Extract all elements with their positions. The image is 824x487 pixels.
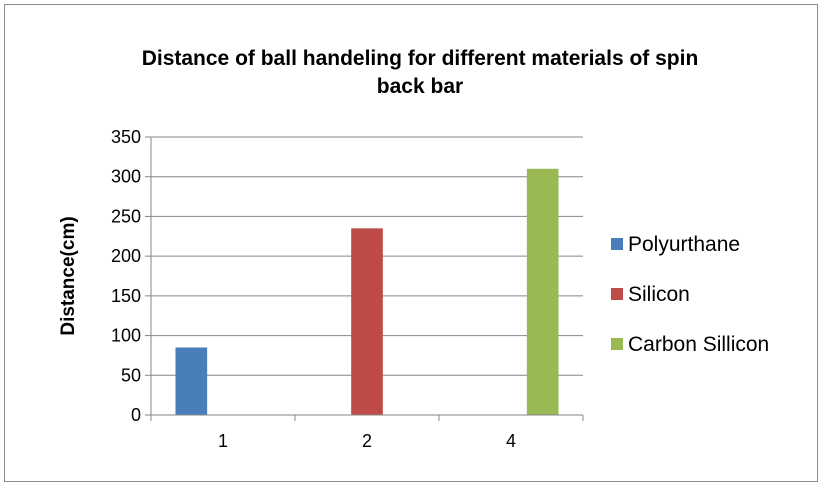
- y-tick-label: 50: [121, 365, 141, 385]
- y-tick-label: 350: [111, 127, 141, 147]
- bar-polyurthane: [175, 347, 208, 415]
- chart-container: [4, 4, 818, 482]
- x-tick-label: 1: [218, 431, 228, 451]
- y-tick-label: 250: [111, 206, 141, 226]
- bar-carbon-sillicon: [526, 168, 559, 415]
- y-tick-label: 300: [111, 167, 141, 187]
- legend-swatch: [611, 338, 623, 350]
- chart-title-line-1: Distance of ball handeling for different…: [142, 47, 699, 70]
- chart-title-line-2: back bar: [377, 75, 463, 98]
- legend-label: Polyurthane: [628, 233, 740, 256]
- legend-swatch: [611, 288, 623, 300]
- legend: Polyurthane Silicon Carbon Sillicon: [611, 233, 769, 356]
- y-axis-title: Distance(cm): [58, 216, 79, 335]
- y-tick-label: 0: [131, 405, 141, 425]
- y-tick-label: 100: [111, 326, 141, 346]
- bars: [175, 168, 559, 415]
- y-tick-label: 200: [111, 246, 141, 266]
- y-tick-label: 150: [111, 286, 141, 306]
- x-tick-label: 4: [506, 431, 516, 451]
- legend-swatch: [611, 238, 623, 250]
- x-tick-label: 2: [362, 431, 372, 451]
- gridlines: [151, 136, 583, 376]
- axes: 0 50 100 150 200 250 300 350 1 2 4: [111, 127, 584, 451]
- legend-label: Silicon: [628, 283, 690, 306]
- legend-label: Carbon Sillicon: [628, 333, 769, 356]
- bar-silicon: [351, 228, 383, 415]
